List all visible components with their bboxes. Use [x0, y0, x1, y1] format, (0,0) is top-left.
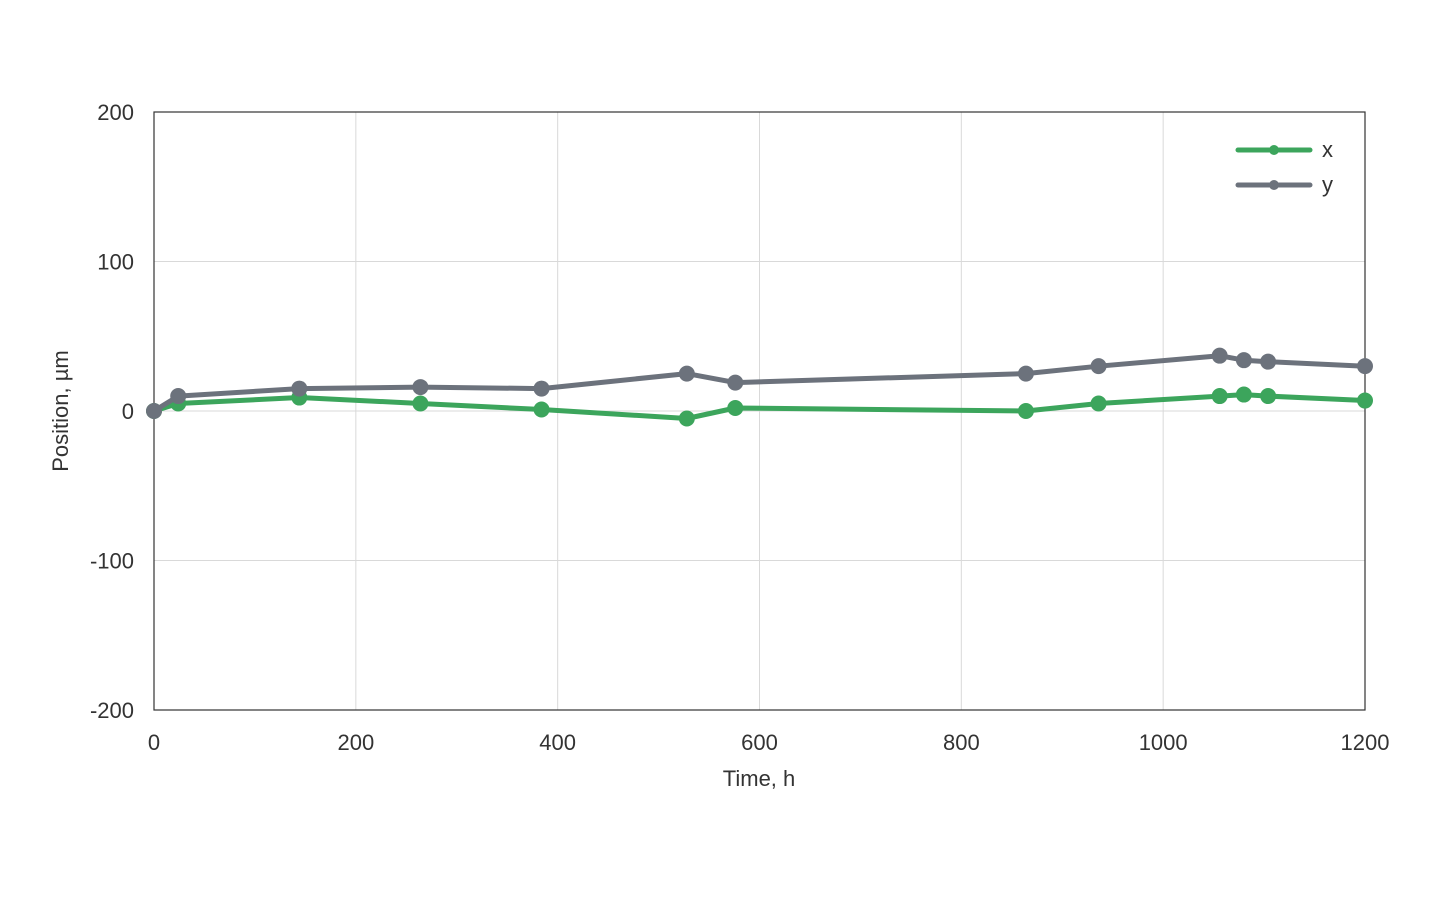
data-point-x — [1260, 388, 1277, 405]
x-tick-label: 1200 — [1341, 730, 1390, 755]
legend: xy — [1235, 137, 1333, 197]
y-tick-label: -100 — [90, 549, 134, 574]
data-point-y — [291, 380, 308, 397]
legend-item-x: x — [1235, 137, 1333, 162]
data-point-y — [1235, 352, 1252, 369]
x-tick-label: 0 — [148, 730, 160, 755]
data-point-y — [678, 365, 695, 382]
data-point-y — [727, 374, 744, 391]
y-tick-labels: 200 100 0 -100 -200 — [90, 100, 134, 723]
grid-lines — [153, 111, 1366, 711]
legend-item-y: y — [1235, 172, 1333, 197]
data-point-x — [1090, 395, 1107, 412]
series-x — [146, 386, 1373, 427]
data-point-x — [412, 395, 429, 412]
series-layer — [146, 347, 1373, 427]
data-point-x — [1017, 403, 1034, 419]
x-tick-label: 200 — [337, 730, 374, 755]
x-tick-label: 400 — [539, 730, 576, 755]
data-point-y — [533, 380, 550, 397]
data-point-x — [1357, 392, 1373, 409]
data-point-y — [1211, 347, 1228, 364]
y-tick-label: 200 — [97, 100, 134, 125]
data-point-y — [1260, 353, 1277, 370]
y-axis-label: Position, µm — [48, 350, 73, 472]
legend-swatch-marker — [1269, 145, 1279, 155]
x-tick-label: 800 — [943, 730, 980, 755]
data-point-y — [412, 379, 429, 396]
data-point-x — [533, 401, 550, 418]
data-point-x — [678, 410, 695, 427]
y-tick-label: 100 — [97, 250, 134, 275]
data-point-y — [1017, 365, 1034, 382]
y-tick-label: -200 — [90, 698, 134, 723]
data-point-x — [1235, 386, 1252, 403]
data-point-x — [1211, 388, 1228, 405]
legend-label: y — [1322, 172, 1333, 197]
data-point-y — [1090, 358, 1107, 375]
legend-label: x — [1322, 137, 1333, 162]
data-point-y — [1357, 358, 1373, 375]
x-tick-label: 600 — [741, 730, 778, 755]
legend-swatch-marker — [1269, 180, 1279, 190]
x-tick-labels: 0 200 400 600 800 1000 1200 — [148, 730, 1390, 755]
x-tick-label: 1000 — [1139, 730, 1188, 755]
x-axis-label: Time, h — [723, 766, 796, 791]
series-y — [146, 347, 1373, 419]
y-tick-label: 0 — [122, 399, 134, 424]
data-point-x — [727, 400, 744, 417]
data-point-y — [170, 388, 187, 405]
data-point-y — [146, 403, 162, 419]
